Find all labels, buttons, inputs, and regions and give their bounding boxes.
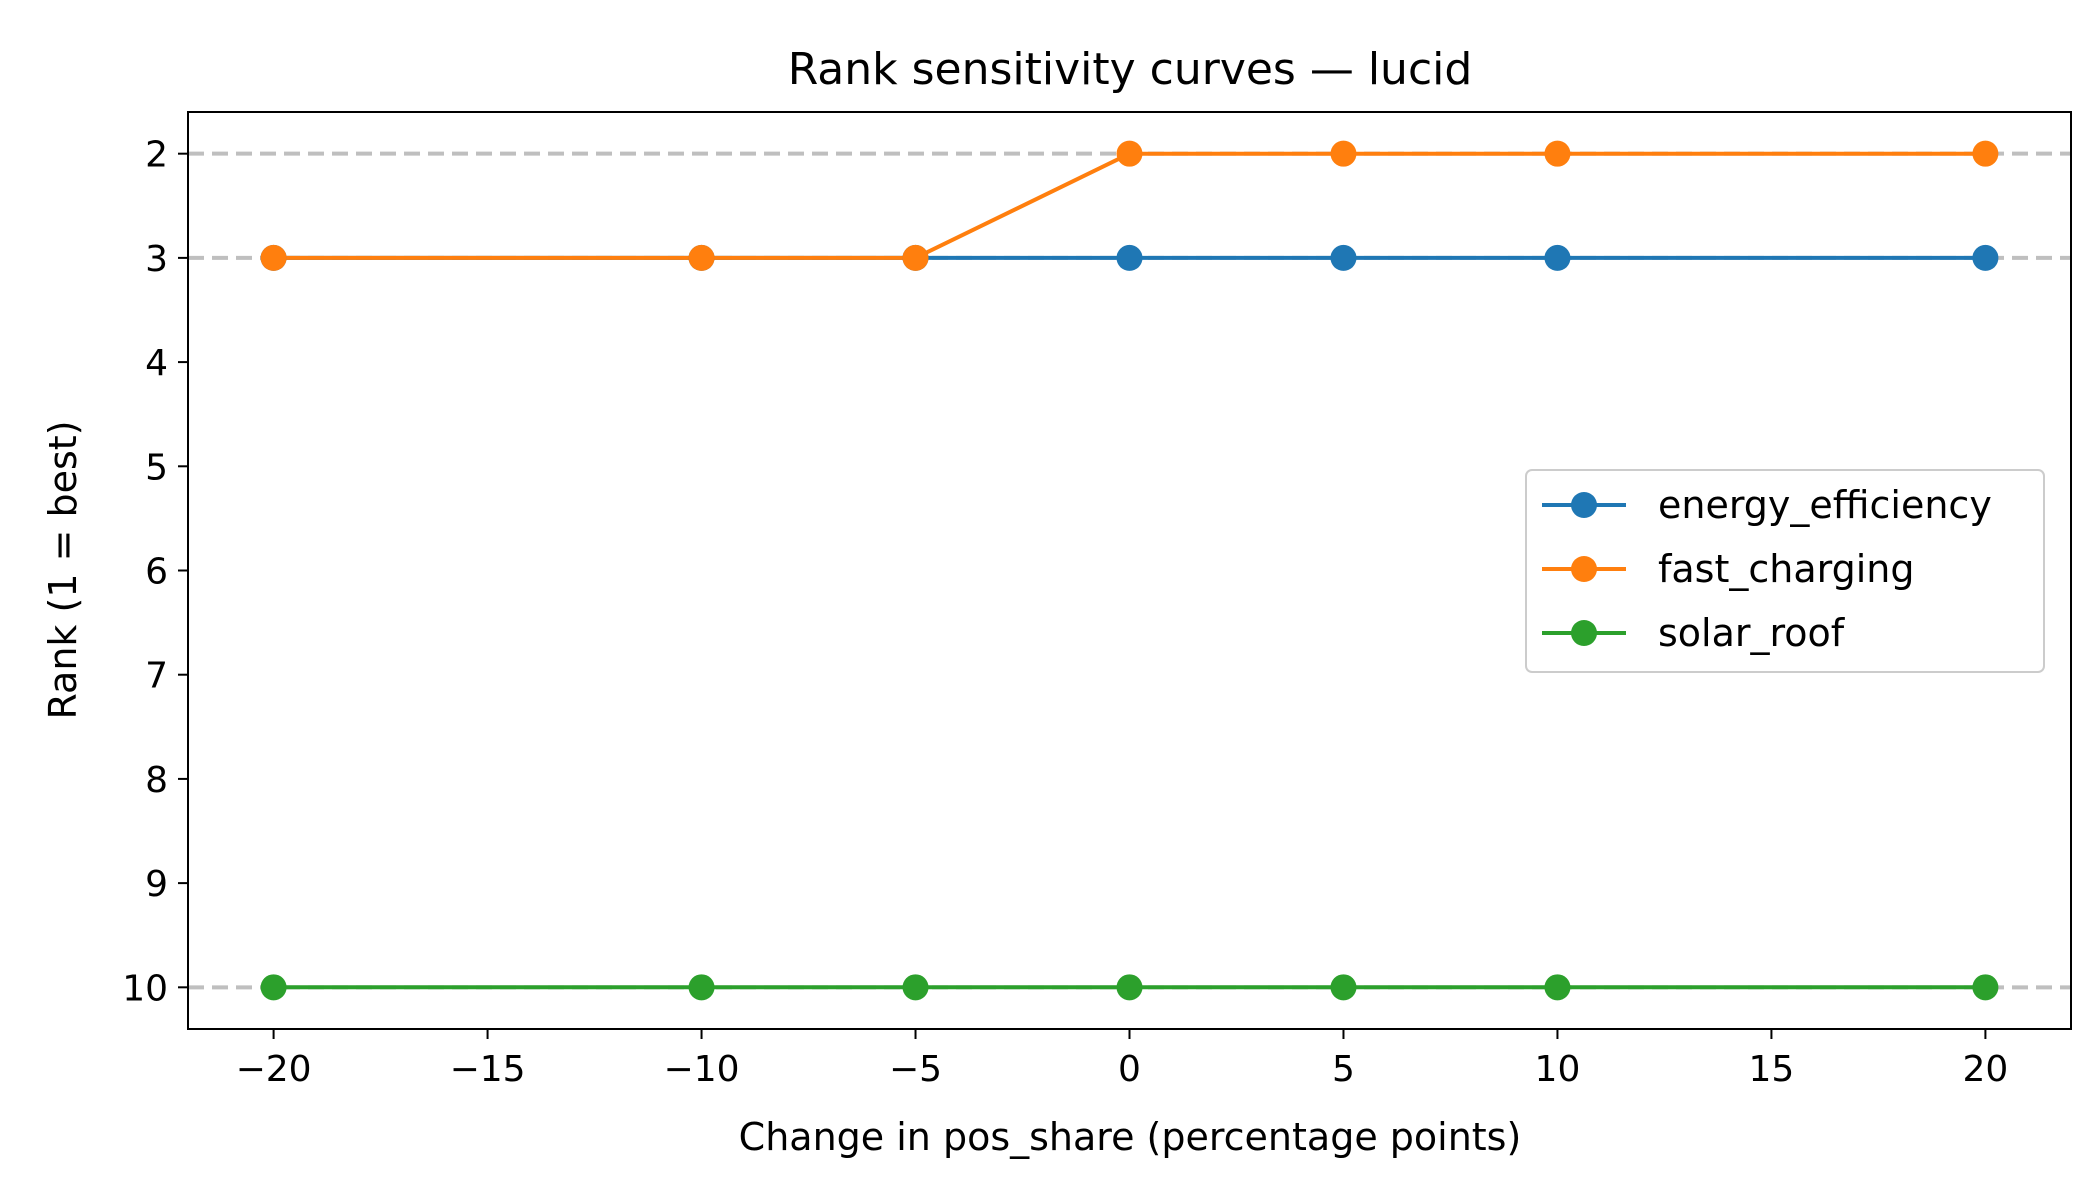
y-tick-label-7: 9 bbox=[145, 864, 168, 905]
y-tick-label-4: 6 bbox=[145, 552, 168, 593]
legend-box bbox=[1525, 469, 2045, 673]
data-point-solar_roof-5 bbox=[1544, 974, 1571, 1001]
legend-label-fast_charging: fast_charging bbox=[1658, 547, 1914, 591]
data-point-solar_roof-1 bbox=[688, 974, 715, 1001]
data-point-solar_roof-4 bbox=[1330, 974, 1357, 1001]
data-point-energy_efficiency-5 bbox=[1544, 244, 1571, 271]
y-tick-label-0: 2 bbox=[145, 135, 168, 176]
y-axis-ticks: 2 3 4 5 6 7 8 9 10 bbox=[122, 135, 188, 1009]
x-tick-label-2: −10 bbox=[664, 1049, 740, 1090]
y-tick-label-3: 5 bbox=[145, 447, 168, 488]
y-tick-label-8: 10 bbox=[122, 968, 168, 1009]
x-tick-label-0: −20 bbox=[236, 1049, 312, 1090]
x-tick-label-1: −15 bbox=[450, 1049, 526, 1090]
legend-label-energy_efficiency: energy_efficiency bbox=[1658, 483, 1992, 527]
x-axis-label: Change in pos_share (percentage points) bbox=[739, 1115, 1522, 1159]
x-tick-label-8: 20 bbox=[1963, 1049, 2009, 1090]
legend-swatch-marker-fast_charging bbox=[1571, 556, 1597, 582]
data-point-solar_roof-3 bbox=[1116, 974, 1143, 1001]
data-point-fast_charging-5 bbox=[1544, 140, 1571, 167]
data-point-energy_efficiency-4 bbox=[1330, 244, 1357, 271]
data-point-fast_charging-6 bbox=[1972, 140, 1999, 167]
y-axis-label: Rank (1 = best) bbox=[41, 420, 85, 719]
x-tick-label-4: 0 bbox=[1118, 1049, 1141, 1090]
chart-title: Rank sensitivity curves — lucid bbox=[788, 44, 1473, 95]
legend: energy_efficiency fast_charging solar_roof bbox=[1525, 469, 2045, 673]
data-point-fast_charging-0 bbox=[260, 244, 287, 271]
data-point-fast_charging-1 bbox=[688, 244, 715, 271]
data-point-solar_roof-2 bbox=[902, 974, 929, 1001]
x-tick-label-5: 5 bbox=[1332, 1049, 1355, 1090]
x-tick-label-6: 10 bbox=[1535, 1049, 1581, 1090]
data-point-fast_charging-2 bbox=[902, 244, 929, 271]
data-point-fast_charging-3 bbox=[1116, 140, 1143, 167]
y-tick-label-1: 3 bbox=[145, 239, 168, 280]
data-point-solar_roof-0 bbox=[260, 974, 287, 1001]
y-tick-label-5: 7 bbox=[145, 656, 168, 697]
x-tick-label-3: −5 bbox=[889, 1049, 942, 1090]
legend-swatch-marker-solar_roof bbox=[1571, 620, 1597, 646]
y-tick-label-6: 8 bbox=[145, 760, 168, 801]
data-point-energy_efficiency-3 bbox=[1116, 244, 1143, 271]
x-axis-ticks: −20 −15 −10 −5 0 5 10 15 20 bbox=[236, 1029, 2009, 1090]
series-points bbox=[260, 140, 1999, 1001]
legend-label-solar_roof: solar_roof bbox=[1658, 611, 1846, 655]
y-tick-label-2: 4 bbox=[145, 343, 168, 384]
data-point-solar_roof-6 bbox=[1972, 974, 1999, 1001]
data-point-energy_efficiency-6 bbox=[1972, 244, 1999, 271]
data-point-fast_charging-4 bbox=[1330, 140, 1357, 167]
legend-swatch-marker-energy_efficiency bbox=[1571, 492, 1597, 518]
x-tick-label-7: 15 bbox=[1749, 1049, 1795, 1090]
